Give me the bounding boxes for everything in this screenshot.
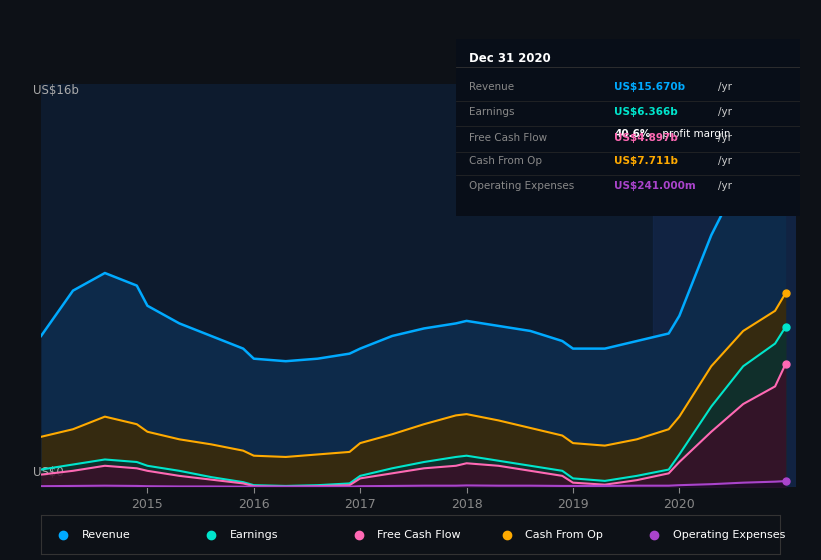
Text: Free Cash Flow: Free Cash Flow bbox=[378, 530, 461, 540]
Text: US$0: US$0 bbox=[34, 466, 64, 479]
Text: Earnings: Earnings bbox=[230, 530, 278, 540]
Bar bbox=[653, 84, 807, 487]
Text: profit margin: profit margin bbox=[659, 129, 731, 139]
Text: /yr: /yr bbox=[718, 181, 732, 190]
Text: Dec 31 2020: Dec 31 2020 bbox=[470, 52, 551, 64]
Text: Free Cash Flow: Free Cash Flow bbox=[470, 133, 548, 143]
Text: Operating Expenses: Operating Expenses bbox=[673, 530, 785, 540]
Text: US$241.000m: US$241.000m bbox=[614, 181, 696, 190]
Text: US$16b: US$16b bbox=[34, 84, 80, 97]
Text: /yr: /yr bbox=[718, 156, 732, 166]
Text: 40.6%: 40.6% bbox=[614, 129, 651, 139]
Text: /yr: /yr bbox=[718, 133, 732, 143]
Text: US$15.670b: US$15.670b bbox=[614, 82, 686, 92]
Text: Cash From Op: Cash From Op bbox=[525, 530, 603, 540]
Text: Revenue: Revenue bbox=[82, 530, 131, 540]
Text: US$6.366b: US$6.366b bbox=[614, 106, 678, 116]
Text: US$7.711b: US$7.711b bbox=[614, 156, 678, 166]
Text: US$4.897b: US$4.897b bbox=[614, 133, 678, 143]
Text: Cash From Op: Cash From Op bbox=[470, 156, 543, 166]
Text: Operating Expenses: Operating Expenses bbox=[470, 181, 575, 190]
Text: /yr: /yr bbox=[718, 106, 732, 116]
Text: Revenue: Revenue bbox=[470, 82, 515, 92]
Text: Earnings: Earnings bbox=[470, 106, 515, 116]
Text: /yr: /yr bbox=[718, 82, 732, 92]
